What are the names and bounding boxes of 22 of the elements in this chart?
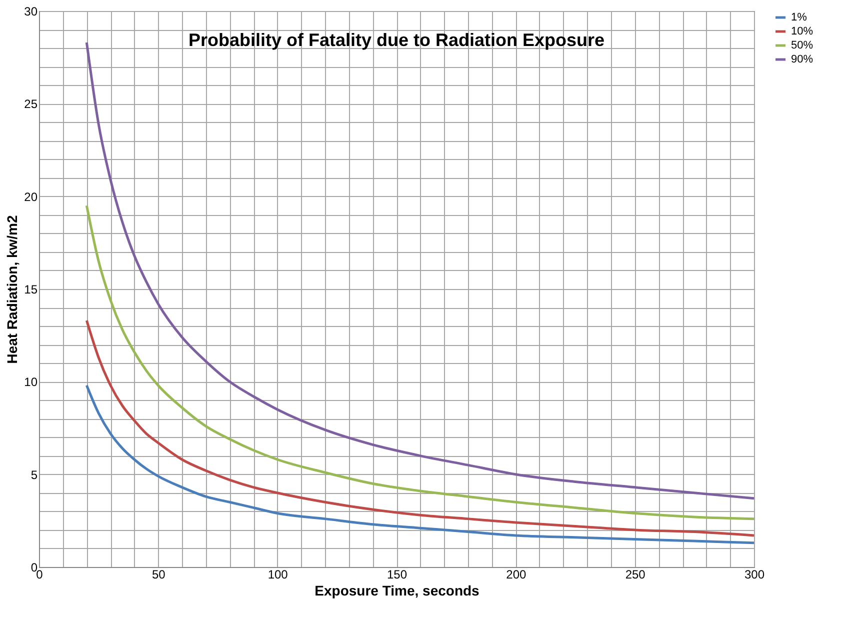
y-tick-label: 10 (24, 375, 38, 390)
legend-label: 10% (791, 26, 814, 38)
y-tick-label: 5 (30, 468, 38, 482)
x-tick-label: 150 (386, 568, 408, 582)
y-tick-label: 25 (24, 97, 38, 112)
x-tick-label: 300 (744, 568, 765, 582)
x-tick-label: 100 (268, 568, 288, 582)
line-series (85, 204, 756, 520)
x-tick-label: 200 (506, 568, 526, 582)
y-tick-label: 30 (24, 4, 38, 18)
x-tick-label: 50 (152, 568, 166, 582)
x-tick-label: 250 (625, 568, 646, 582)
y-axis-title: Heat Radiation, kw/m2 (4, 214, 20, 364)
y-tick-label: 15 (24, 282, 38, 296)
y-tick-label: 20 (24, 190, 38, 204)
line-series (85, 319, 756, 537)
legend-label: 90% (791, 54, 814, 66)
text: Probability of Fatality due to Radiation Exposure (188, 30, 605, 50)
legend-label: 1% (791, 12, 808, 24)
line-series (85, 384, 756, 544)
legend-label: 50% (791, 40, 814, 52)
x-axis-title: Exposure Time, seconds (314, 582, 480, 598)
